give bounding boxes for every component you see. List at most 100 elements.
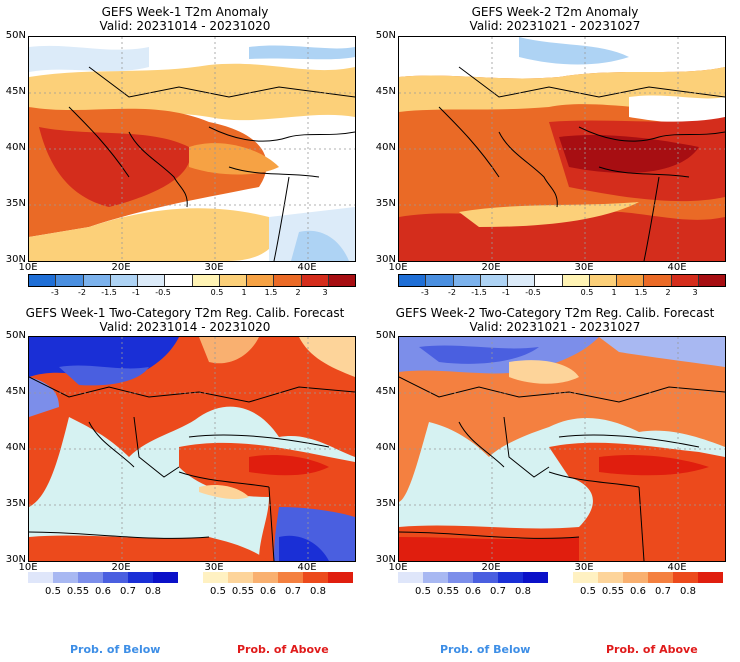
lat-label: 35N: [375, 198, 396, 209]
lat-label: 35N: [5, 198, 26, 209]
panel-title: GEFS Week-2 Two-Category T2m Reg. Calib.…: [395, 306, 715, 320]
prob-label: 0.8: [680, 586, 696, 597]
probability-map-week2: [398, 336, 726, 562]
colorbar-label: 1.5: [264, 288, 278, 297]
panel-title: GEFS Week-1 T2m Anomaly: [101, 5, 269, 19]
lon-label: 30E: [574, 562, 594, 573]
colorbar-label: -0.5: [525, 288, 541, 297]
lon-label: 40E: [297, 262, 317, 273]
colorbar-label: -0.5: [155, 288, 171, 297]
legend-prob-above: Prob. of Above: [237, 643, 329, 656]
prob-label: 0.5: [210, 586, 226, 597]
prob-label: 0.6: [260, 586, 276, 597]
colorbar-label: -3: [51, 288, 59, 297]
colorbar-label: -2: [78, 288, 86, 297]
lat-label: 40N: [375, 142, 396, 153]
prob-below-colorbar: [398, 572, 548, 583]
prob-label: 0.5: [415, 586, 431, 597]
lat-label: 35N: [375, 498, 396, 509]
lat-label: 45N: [5, 86, 26, 97]
prob-label: 0.7: [655, 586, 671, 597]
panel-week2-anomaly: GEFS Week-2 T2m Anomaly Valid: 20231021 …: [370, 0, 740, 300]
panel-valid-dates: Valid: 20231014 - 20231020: [99, 320, 271, 334]
lat-label: 50N: [375, 30, 396, 41]
lon-label: 10E: [388, 562, 408, 573]
probability-map-week1: [28, 336, 356, 562]
lon-label: 10E: [18, 262, 38, 273]
prob-label: 0.8: [515, 586, 531, 597]
prob-above-colorbar: [573, 572, 723, 583]
lat-label: 45N: [375, 86, 396, 97]
colorbar-label: -3: [421, 288, 429, 297]
lon-label: 40E: [297, 562, 317, 573]
prob-label: 0.55: [231, 586, 255, 597]
lat-label: 45N: [5, 386, 26, 397]
lat-label: 40N: [5, 442, 26, 453]
prob-label: 0.5: [580, 586, 596, 597]
lat-label: 45N: [375, 386, 396, 397]
prob-label: 0.7: [120, 586, 136, 597]
anomaly-map-week2: [398, 36, 726, 262]
lat-label: 40N: [375, 442, 396, 453]
lat-label: 30N: [5, 254, 26, 265]
lat-label: 30N: [375, 254, 396, 265]
lat-label: 30N: [375, 554, 396, 565]
colorbar-label: -1: [502, 288, 510, 297]
colorbar-label: 2: [665, 288, 671, 297]
colorbar-label: 1: [241, 288, 247, 297]
lat-label: 30N: [5, 554, 26, 565]
colorbar-label: -2: [448, 288, 456, 297]
prob-label: 0.8: [310, 586, 326, 597]
prob-above-colorbar: [203, 572, 353, 583]
lat-label: 50N: [375, 330, 396, 341]
lon-label: 30E: [204, 262, 224, 273]
lat-label: 50N: [5, 330, 26, 341]
panel-title: GEFS Week-2 T2m Anomaly: [471, 5, 639, 19]
lon-label: 30E: [204, 562, 224, 573]
lat-label: 40N: [5, 142, 26, 153]
colorbar-label: 0.5: [580, 288, 594, 297]
legend-prob-below: Prob. of Below: [440, 643, 531, 656]
legend-prob-above: Prob. of Above: [606, 643, 698, 656]
lon-label: 20E: [111, 262, 131, 273]
colorbar-label: 1: [611, 288, 617, 297]
panel-week1-probability: GEFS Week-1 Two-Category T2m Reg. Calib.…: [0, 302, 370, 602]
lon-label: 10E: [18, 562, 38, 573]
prob-label: 0.7: [490, 586, 506, 597]
colorbar-label: -1.5: [471, 288, 487, 297]
prob-below-colorbar: [28, 572, 178, 583]
lon-label: 10E: [388, 262, 408, 273]
prob-label: 0.5: [45, 586, 61, 597]
lon-label: 20E: [481, 562, 501, 573]
colorbar-label: -1: [132, 288, 140, 297]
panel-title: GEFS Week-1 Two-Category T2m Reg. Calib.…: [25, 306, 345, 320]
prob-label: 0.6: [95, 586, 111, 597]
lon-label: 40E: [667, 262, 687, 273]
colorbar-label: 0.5: [210, 288, 224, 297]
prob-label: 0.55: [436, 586, 460, 597]
anomaly-colorbar: [398, 274, 726, 287]
panel-valid-dates: Valid: 20231021 - 20231027: [469, 320, 641, 334]
prob-label: 0.55: [601, 586, 625, 597]
lat-label: 50N: [5, 30, 26, 41]
panel-week1-anomaly: GEFS Week-1 T2m Anomaly Valid: 20231014 …: [0, 0, 370, 300]
anomaly-map-week1: [28, 36, 356, 262]
panel-valid-dates: Valid: 20231021 - 20231027: [469, 19, 641, 33]
lon-label: 40E: [667, 562, 687, 573]
lon-label: 30E: [574, 262, 594, 273]
prob-label: 0.55: [66, 586, 90, 597]
legend-prob-below: Prob. of Below: [70, 643, 161, 656]
lon-label: 20E: [111, 562, 131, 573]
prob-label: 0.6: [465, 586, 481, 597]
anomaly-colorbar: [28, 274, 356, 287]
panel-valid-dates: Valid: 20231014 - 20231020: [99, 19, 271, 33]
lon-label: 20E: [481, 262, 501, 273]
prob-label: 0.6: [630, 586, 646, 597]
colorbar-label: 2: [295, 288, 301, 297]
colorbar-label: 3: [692, 288, 698, 297]
colorbar-label: -1.5: [101, 288, 117, 297]
colorbar-label: 3: [322, 288, 328, 297]
colorbar-label: 1.5: [634, 288, 648, 297]
panel-week2-probability: GEFS Week-2 Two-Category T2m Reg. Calib.…: [370, 302, 740, 602]
lat-label: 35N: [5, 498, 26, 509]
